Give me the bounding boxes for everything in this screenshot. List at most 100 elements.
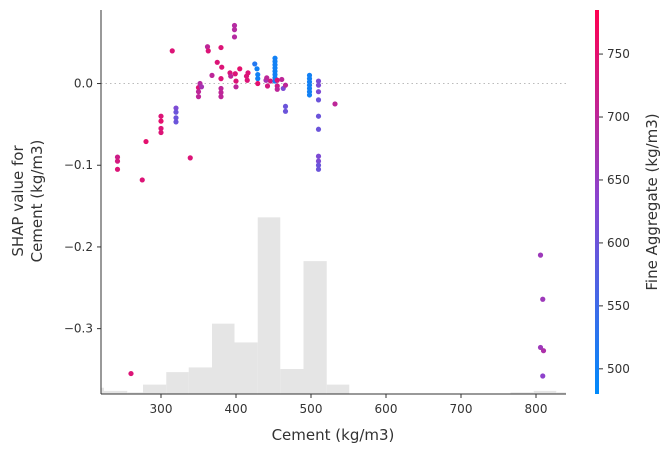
- x-tick-label-500: 500: [300, 402, 323, 416]
- data-point-36: [232, 71, 238, 77]
- x-tick-label-700: 700: [450, 402, 473, 416]
- data-point-32: [228, 73, 234, 79]
- x-tick-label-600: 600: [375, 402, 398, 416]
- data-point-27: [218, 76, 224, 82]
- data-point-11: [173, 105, 179, 111]
- data-point-44: [254, 66, 260, 72]
- data-point-18: [195, 94, 202, 100]
- data-point-84: [315, 166, 322, 172]
- histogram-bar-6: [212, 323, 235, 394]
- data-point-50: [264, 83, 271, 89]
- y-tick-label-0: 0.0: [74, 77, 93, 91]
- data-point-86: [537, 252, 544, 258]
- data-point-87: [540, 296, 546, 302]
- data-point-74: [306, 92, 313, 98]
- histogram-bar-9: [280, 368, 304, 394]
- data-point-43: [252, 61, 258, 67]
- y-tick-label-3: −0.3: [64, 322, 93, 336]
- data-point-76: [315, 82, 322, 88]
- histogram-bar-7: [234, 342, 258, 394]
- data-point-15: [187, 155, 193, 161]
- data-point-5: [143, 138, 149, 145]
- data-point-28: [218, 85, 224, 92]
- data-point-29: [218, 89, 224, 96]
- data-point-2: [114, 166, 121, 172]
- data-point-65: [282, 103, 289, 110]
- data-point-35: [231, 34, 238, 40]
- colorbar-tick-label-650: 650: [607, 173, 630, 187]
- data-point-1: [114, 158, 121, 164]
- data-point-4: [139, 177, 145, 183]
- data-point-62: [274, 86, 280, 92]
- histogram-bar-8: [257, 217, 281, 394]
- data-point-17: [195, 89, 202, 95]
- data-point-14: [173, 119, 179, 125]
- data-point-3: [128, 370, 134, 377]
- histogram-bar-21: [556, 392, 566, 394]
- x-tick-label-800: 800: [525, 402, 548, 416]
- data-point-0: [114, 154, 121, 160]
- data-point-42: [245, 70, 251, 76]
- data-point-89: [540, 348, 547, 354]
- colorbar-tick-label-700: 700: [607, 110, 630, 124]
- y-axis-ticks: 0.0 −0.1 −0.2 −0.3: [64, 77, 101, 336]
- data-point-81: [315, 153, 322, 159]
- data-point-79: [315, 113, 322, 119]
- colorbar-title: Fine Aggregate (kg/m3): [643, 113, 661, 290]
- data-point-75: [315, 78, 322, 84]
- scatter-points: [114, 22, 547, 379]
- data-point-45: [255, 71, 261, 78]
- data-point-39: [237, 66, 243, 72]
- data-point-25: [218, 44, 224, 51]
- histogram-bar-1: [104, 390, 128, 394]
- data-point-26: [219, 64, 225, 70]
- histogram-bar-19: [510, 392, 534, 394]
- histogram: [101, 217, 566, 394]
- data-point-85: [332, 101, 338, 107]
- data-point-47: [255, 80, 261, 87]
- data-point-6: [158, 113, 164, 119]
- data-point-37: [233, 78, 239, 84]
- x-tick-label-300: 300: [150, 402, 173, 416]
- colorbar-tick-label-750: 750: [607, 47, 630, 61]
- data-point-77: [315, 89, 322, 95]
- data-point-38: [233, 84, 239, 90]
- data-point-12: [173, 109, 179, 115]
- x-axis-ticks: 300 400 500 600 700 800: [150, 394, 548, 416]
- data-point-83: [315, 162, 322, 168]
- data-point-60: [274, 77, 280, 83]
- data-point-13: [173, 115, 179, 121]
- data-point-82: [315, 158, 322, 164]
- colorbar-tick-label-500: 500: [607, 362, 630, 376]
- histogram-bar-11: [326, 384, 350, 394]
- y-axis-title-line-1: SHAP value for: [9, 145, 27, 257]
- data-point-34: [231, 27, 238, 33]
- histogram-bar-0: [101, 387, 104, 394]
- histogram-bar-2: [127, 392, 143, 394]
- colorbar-tick-label-550: 550: [607, 299, 630, 313]
- colorbar: [595, 10, 599, 394]
- data-point-20: [198, 84, 205, 90]
- data-point-90: [540, 373, 546, 379]
- data-point-67: [282, 82, 289, 88]
- data-point-24: [214, 59, 220, 65]
- data-point-66: [282, 108, 289, 114]
- data-point-78: [315, 97, 322, 103]
- histogram-bar-20: [533, 390, 557, 394]
- data-point-7: [158, 118, 164, 124]
- data-point-9: [158, 129, 164, 136]
- colorbar-ticks: 500 550 600 650 700 750: [599, 47, 630, 376]
- data-point-10: [169, 48, 175, 54]
- data-point-33: [231, 22, 238, 29]
- histogram-bar-10: [303, 261, 327, 394]
- data-point-23: [209, 72, 215, 78]
- data-point-63: [279, 76, 285, 83]
- data-point-46: [255, 76, 261, 82]
- data-point-49: [264, 75, 270, 81]
- histogram-bar-4: [166, 372, 189, 394]
- data-point-30: [218, 94, 224, 100]
- data-point-80: [315, 126, 322, 132]
- data-point-41: [244, 77, 250, 83]
- y-tick-label-2: −0.2: [64, 240, 93, 254]
